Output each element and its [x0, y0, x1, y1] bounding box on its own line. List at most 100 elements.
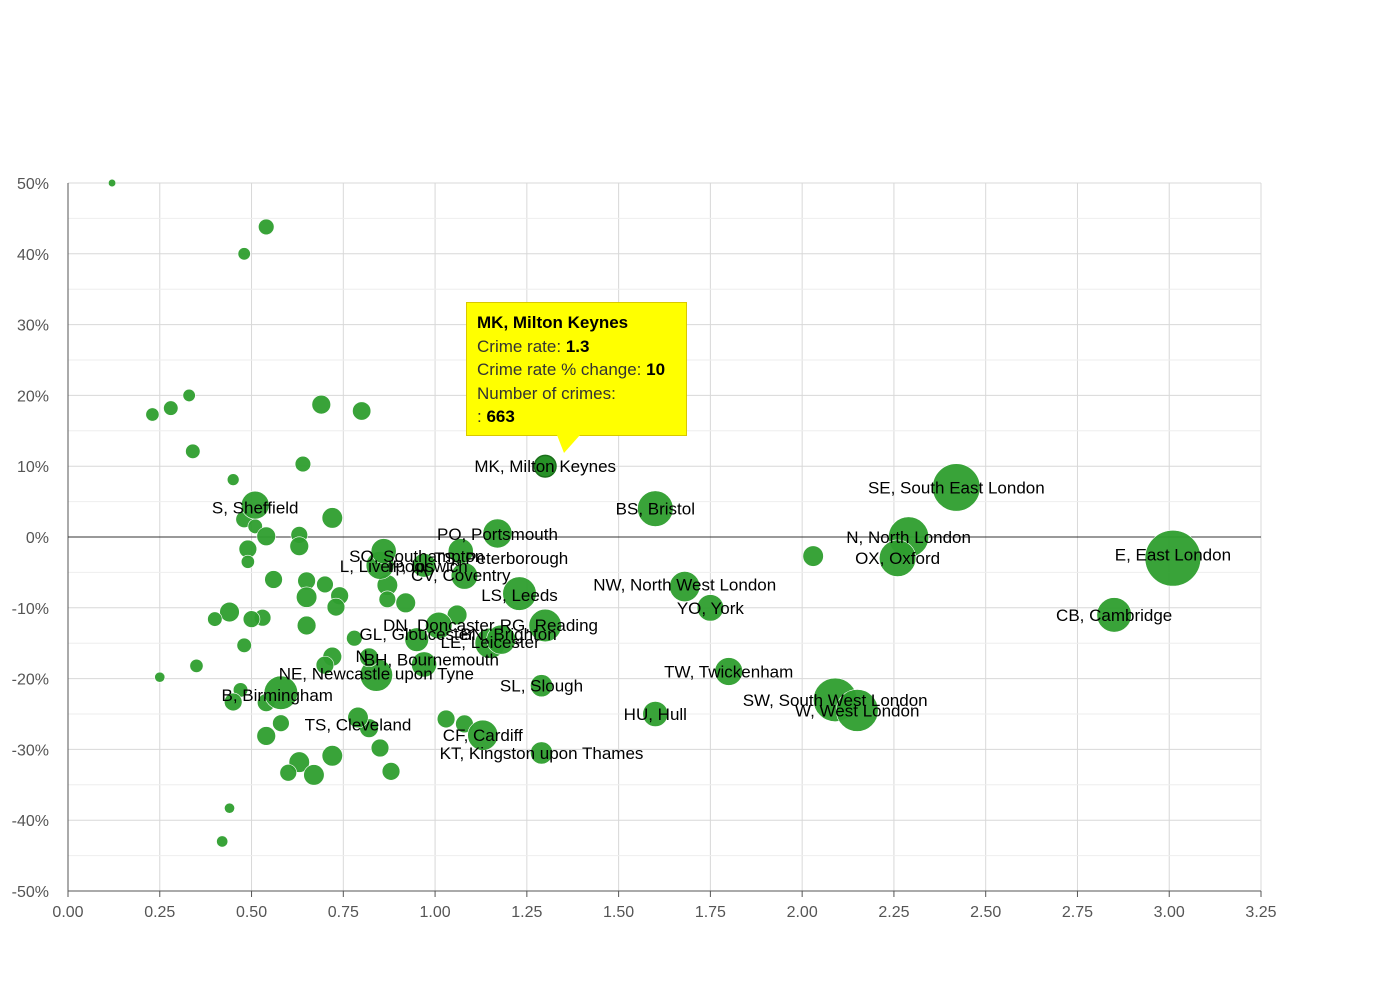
- bubble: [878, 539, 917, 577]
- bubble-label: TW, Twickenham: [664, 663, 793, 682]
- point-labels: MK, Milton Keynes SE, South East London E,…: [212, 457, 1231, 763]
- bubble: [272, 714, 290, 732]
- tooltip-count-label: Number of crimes:: [477, 383, 616, 403]
- bubble: [182, 388, 196, 402]
- bubble-label: HU, Hull: [624, 705, 687, 724]
- bubble-label: E, East London: [1115, 546, 1231, 565]
- bubble-label: N: [356, 647, 368, 666]
- bubble: [289, 536, 309, 556]
- bubble: [107, 178, 117, 188]
- bubble-label: NW, North West London: [593, 575, 776, 594]
- bubble-label: L, Liverpool: [340, 557, 428, 576]
- x-tick-label: 1.75: [695, 904, 726, 921]
- bubble-label: CF, Cardiff: [443, 726, 523, 745]
- bubble: [263, 675, 299, 710]
- y-tick-label: 20%: [17, 388, 49, 405]
- bubble-label: TS, Cleveland: [305, 716, 412, 735]
- bubble: [264, 570, 283, 589]
- tooltip-change-label: Crime rate % change:: [477, 360, 642, 379]
- bubble: [352, 401, 372, 421]
- bubble: [154, 671, 166, 683]
- bubble: [315, 655, 335, 675]
- bubble: [321, 745, 343, 767]
- bubble: [378, 590, 397, 609]
- bubble: [240, 554, 255, 569]
- bubble: [436, 709, 456, 729]
- y-tick-label: 30%: [17, 318, 49, 335]
- bubble: [1096, 597, 1132, 633]
- x-tick-label: 3.25: [1245, 904, 1276, 921]
- bubble-label: MK, Milton Keynes: [474, 457, 616, 476]
- y-tick-label: -40%: [12, 813, 49, 830]
- x-tick-label: 2.50: [970, 904, 1001, 921]
- bubble-label: BS, Bristol: [616, 500, 695, 519]
- x-tick-label: 0.75: [328, 904, 359, 921]
- bubble: [411, 553, 437, 578]
- x-tick-label: 1.25: [511, 904, 542, 921]
- bubble: [258, 218, 275, 236]
- bubble: [207, 611, 223, 627]
- bubble: [370, 538, 397, 565]
- bubble-label: RG, Reading: [500, 616, 598, 635]
- bubble: [347, 706, 369, 729]
- tooltip-rate-label: Crime rate:: [477, 336, 562, 356]
- tooltip-count-value: 663: [486, 407, 515, 426]
- bubble: [425, 611, 453, 640]
- x-tick-label: 0.00: [52, 904, 83, 921]
- bubble: [530, 741, 553, 765]
- bubble: [482, 518, 513, 549]
- bubble: [242, 610, 261, 628]
- bubble-label: OX, Oxford: [855, 549, 940, 568]
- y-tick-label: 50%: [17, 176, 49, 193]
- bubble: [530, 674, 553, 698]
- bubble-label: CV, Coventry: [411, 566, 511, 585]
- bubble: [311, 394, 331, 415]
- bubble-label: NE, Newcastle upon Tyne: [279, 665, 474, 684]
- bubble: [223, 692, 243, 712]
- bubble-label: B, Birmingham: [221, 686, 332, 705]
- bubble-label: SO, Southampton: [349, 547, 484, 566]
- bubble-label: N, North London: [846, 528, 971, 547]
- bubble: [224, 802, 235, 814]
- bubble: [1144, 530, 1202, 587]
- x-tick-label: 0.50: [236, 904, 267, 921]
- y-tick-label: -20%: [12, 672, 49, 689]
- bubble: [303, 764, 325, 786]
- bubble: [294, 455, 312, 473]
- tooltip-rate-value: 1.3: [565, 336, 590, 356]
- bubble-label: SL, Slough: [500, 677, 583, 696]
- bubble-label: CB, Cambridge: [1056, 606, 1172, 625]
- bubble: [381, 762, 401, 781]
- y-tick-label: 0%: [26, 530, 49, 547]
- bubble: [189, 658, 204, 673]
- bubble: [447, 538, 474, 565]
- bubble-label: W, West London: [795, 701, 919, 720]
- bubble: [316, 575, 334, 594]
- bubble: [359, 647, 379, 668]
- bubble-label: IP, Ipswich: [388, 557, 468, 576]
- bubble: [326, 597, 346, 617]
- bubble: [185, 443, 201, 459]
- x-tick-label: 2.25: [878, 904, 909, 921]
- tooltip-pointer: [557, 435, 580, 453]
- tooltip-count-prefix: :: [477, 407, 482, 426]
- y-tick-label: -10%: [12, 601, 49, 618]
- bubble: [219, 601, 240, 623]
- bubble: [669, 571, 701, 603]
- bubble: [236, 637, 252, 653]
- bubble: [642, 701, 669, 727]
- bubble: [145, 407, 160, 422]
- y-tick-label: 10%: [17, 459, 49, 476]
- x-tick-label: 1.00: [420, 904, 451, 921]
- bubble-label: LE, Leicester: [441, 633, 541, 652]
- bubble-label: BN, Brighton: [460, 625, 556, 644]
- x-tick-label: 1.50: [603, 904, 634, 921]
- bubble: [296, 586, 318, 608]
- bubble: [411, 651, 437, 678]
- bubble: [637, 490, 674, 527]
- bubble: [404, 627, 429, 652]
- x-tick-label: 2.75: [1062, 904, 1093, 921]
- bubble-label: TS, Peterborough: [434, 549, 568, 568]
